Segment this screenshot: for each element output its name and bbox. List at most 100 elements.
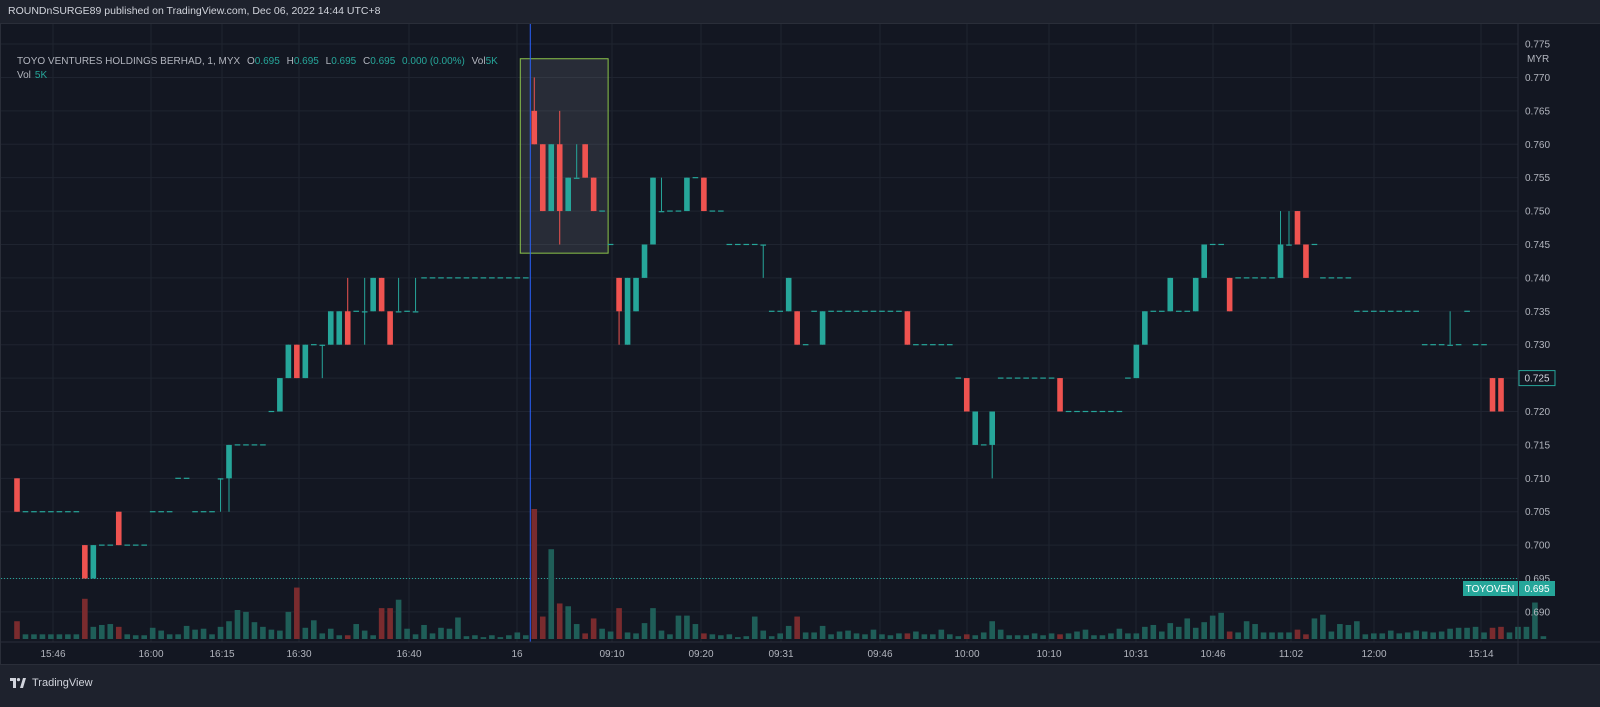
price-tick-label: 0.690 <box>1525 607 1550 618</box>
volume-bar <box>226 621 232 639</box>
candle-body <box>1277 244 1284 278</box>
volume-bar <box>277 630 283 639</box>
candle <box>641 244 648 278</box>
candle-body <box>641 244 648 278</box>
volume-bar <box>565 606 571 639</box>
candle <box>370 277 376 312</box>
volume-bar <box>582 633 588 639</box>
volume-bar <box>1218 612 1224 639</box>
candle <box>294 344 300 379</box>
volume-bar <box>1023 635 1029 639</box>
volume-bar <box>955 636 962 639</box>
volume-bar <box>1142 626 1148 639</box>
volume-bar <box>556 603 563 639</box>
volume-bar <box>1159 631 1165 639</box>
candle-body <box>989 411 995 445</box>
volume-bar <box>260 626 266 639</box>
volume-bar <box>166 634 173 639</box>
volume-bar <box>760 630 767 639</box>
volume-bar <box>378 608 385 639</box>
volume-bar <box>319 633 326 639</box>
volume-bar <box>1404 632 1411 639</box>
price-tick-label: 0.750 <box>1525 207 1550 218</box>
volume-bar <box>217 626 224 639</box>
candle <box>989 411 995 479</box>
volume-bar <box>1523 626 1530 639</box>
volume-bar <box>1472 626 1479 639</box>
candle <box>582 144 588 178</box>
volume-bar <box>921 634 928 639</box>
candle-body <box>684 177 690 212</box>
candle-body <box>217 478 224 480</box>
candle-body <box>904 311 911 345</box>
volume-bar <box>667 634 673 639</box>
legend-price-row: TOYO VENTURES HOLDINGS BERHAD, 1, MYX O 0… <box>17 55 498 69</box>
price-tick-label: 0.760 <box>1525 140 1550 151</box>
volume-bar <box>599 628 605 639</box>
candle-body <box>590 177 597 212</box>
volume-bar <box>836 631 843 639</box>
candle <box>361 277 368 345</box>
candle-body <box>785 277 792 312</box>
candle <box>336 311 343 345</box>
time-tick-label: 10:46 <box>1200 649 1225 660</box>
volume-bar <box>294 587 300 639</box>
volume-bar <box>650 608 656 639</box>
candle <box>378 277 385 312</box>
legend-open-label: O <box>246 56 255 67</box>
chart-legend: TOYO VENTURES HOLDINGS BERHAD, 1, MYX O 0… <box>17 55 498 83</box>
legend-vol-label: Vol <box>471 56 486 67</box>
candle-body <box>395 311 402 313</box>
price-axis[interactable] <box>1 24 1600 664</box>
price-tick-label: 0.715 <box>1525 440 1550 451</box>
volume-bar <box>1430 632 1436 639</box>
volume-bar <box>361 630 368 639</box>
volume-bar <box>1337 624 1343 639</box>
legend-symbol[interactable]: TOYO VENTURES HOLDINGS BERHAD, 1, MYX <box>17 56 241 67</box>
candle-body <box>327 311 334 345</box>
volume-bar <box>1175 626 1182 639</box>
candle <box>556 110 563 245</box>
candle <box>217 478 224 512</box>
volume-bar <box>1201 622 1207 639</box>
chart-frame[interactable]: 0.775 0.770 0.765 0.760 0.755 0.750 0.745 0.740… <box>0 24 1600 664</box>
time-tick-label: 16:00 <box>138 649 163 660</box>
candle <box>819 311 826 345</box>
candle-body <box>361 311 368 313</box>
legend-volume-row[interactable]: Vol 5K <box>17 69 498 83</box>
tradingview-brand[interactable]: TradingView <box>10 677 93 689</box>
volume-bar <box>1277 632 1284 639</box>
volume-bar <box>132 635 139 639</box>
candle-body <box>1498 378 1504 412</box>
volume-bar <box>828 634 834 639</box>
volume-bar <box>1396 633 1403 639</box>
volume-bar <box>963 634 970 639</box>
price-chart[interactable]: 0.775 0.770 0.765 0.760 0.755 0.750 0.745 0.740… <box>1 24 1600 664</box>
volume-bar <box>1464 627 1470 639</box>
volume-bar <box>539 616 546 639</box>
candle-body <box>1447 344 1453 346</box>
volume-bar <box>1133 633 1140 639</box>
volume-bar <box>658 630 665 639</box>
volume-bar <box>480 637 487 639</box>
volume-bar <box>1379 633 1386 639</box>
highlight-layer[interactable] <box>519 58 609 254</box>
volume-bar <box>1057 634 1063 639</box>
volume-bar <box>1209 615 1216 639</box>
legend-low-label: L <box>325 56 332 67</box>
candle-body <box>972 411 979 445</box>
candle <box>277 378 283 412</box>
candle <box>963 378 970 412</box>
time-axis-ticks[interactable]: 15:46 16:00 16:15 16:30 16:40 16 09:10 09:20 09:… <box>40 649 1493 660</box>
volume-bar <box>947 634 953 639</box>
legend-change-value: 0.000 (0.00%) <box>402 56 465 67</box>
volume-bar <box>506 635 512 639</box>
volume-bar <box>701 633 707 639</box>
volume-bar <box>90 626 97 639</box>
volume-bar <box>395 599 402 639</box>
volume-bar <box>887 635 894 639</box>
volume-bar <box>819 625 826 639</box>
candle-body <box>701 177 707 212</box>
volume-bar <box>607 631 614 639</box>
candle <box>1201 244 1207 278</box>
